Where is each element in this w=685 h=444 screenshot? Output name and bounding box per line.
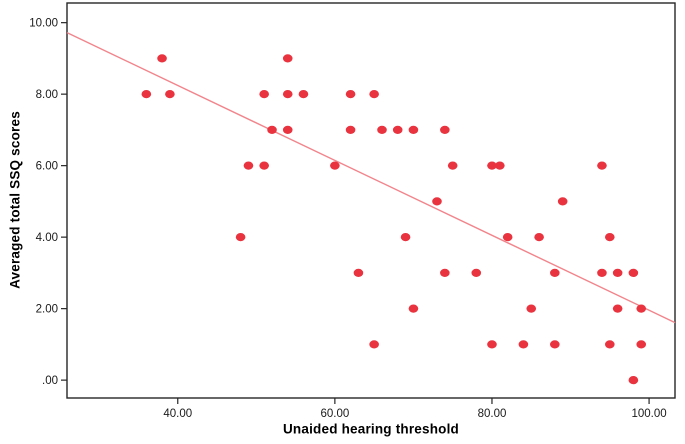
data-point bbox=[235, 233, 246, 242]
data-point bbox=[628, 376, 639, 385]
data-point bbox=[550, 268, 560, 277]
data-point bbox=[495, 161, 505, 170]
data-point bbox=[282, 90, 293, 99]
data-point bbox=[243, 161, 254, 170]
data-point bbox=[141, 90, 152, 99]
y-tick-label: 2.00 bbox=[36, 304, 58, 316]
x-tick-label: 80.00 bbox=[478, 408, 507, 420]
y-tick-label: 8.00 bbox=[36, 89, 58, 101]
x-axis-title: Unaided hearing threshold bbox=[282, 421, 460, 437]
fit-line bbox=[66, 32, 676, 324]
plot-border bbox=[66, 2, 676, 399]
data-point bbox=[526, 304, 537, 313]
y-tick-label: 4.00 bbox=[36, 232, 58, 244]
x-tick-label: 40.00 bbox=[163, 408, 192, 420]
data-point bbox=[330, 161, 340, 170]
data-point bbox=[612, 268, 623, 277]
data-point bbox=[400, 233, 411, 242]
x-tick-label: 100.00 bbox=[631, 408, 666, 420]
data-point bbox=[267, 125, 277, 135]
data-point bbox=[345, 125, 356, 135]
data-point bbox=[557, 197, 568, 206]
data-point bbox=[550, 340, 560, 349]
data-point bbox=[597, 268, 607, 277]
data-point bbox=[487, 161, 497, 170]
data-point bbox=[636, 340, 647, 349]
data-point bbox=[282, 54, 293, 63]
data-point bbox=[605, 233, 615, 242]
data-point bbox=[597, 161, 607, 170]
y-axis-title: Averaged total SSQ scores bbox=[7, 111, 23, 289]
data-point bbox=[440, 268, 450, 277]
y-tick-label: .00 bbox=[42, 375, 58, 387]
data-point bbox=[259, 90, 269, 99]
data-point bbox=[518, 340, 529, 349]
data-point bbox=[157, 54, 167, 63]
data-point bbox=[534, 233, 544, 242]
y-tick-label: 10.00 bbox=[29, 18, 58, 30]
data-point bbox=[392, 125, 403, 135]
data-point bbox=[259, 161, 269, 170]
data-point bbox=[440, 125, 450, 135]
data-point bbox=[471, 268, 482, 277]
data-point bbox=[377, 125, 387, 135]
data-point bbox=[628, 268, 639, 277]
data-point bbox=[282, 125, 293, 135]
data-point bbox=[298, 90, 309, 99]
data-point bbox=[612, 304, 623, 313]
data-point bbox=[636, 304, 647, 313]
data-point bbox=[447, 161, 458, 170]
data-point bbox=[369, 340, 379, 349]
x-tick-label: 60.00 bbox=[320, 408, 349, 420]
data-point bbox=[165, 90, 175, 99]
data-point bbox=[369, 90, 379, 99]
data-point bbox=[502, 233, 513, 242]
data-point bbox=[432, 197, 442, 206]
data-point bbox=[408, 125, 419, 135]
data-point bbox=[487, 340, 497, 349]
data-point bbox=[605, 340, 615, 349]
data-point bbox=[345, 90, 356, 99]
y-tick-label: 6.00 bbox=[36, 161, 58, 173]
data-point bbox=[353, 268, 364, 277]
data-point bbox=[408, 304, 419, 313]
